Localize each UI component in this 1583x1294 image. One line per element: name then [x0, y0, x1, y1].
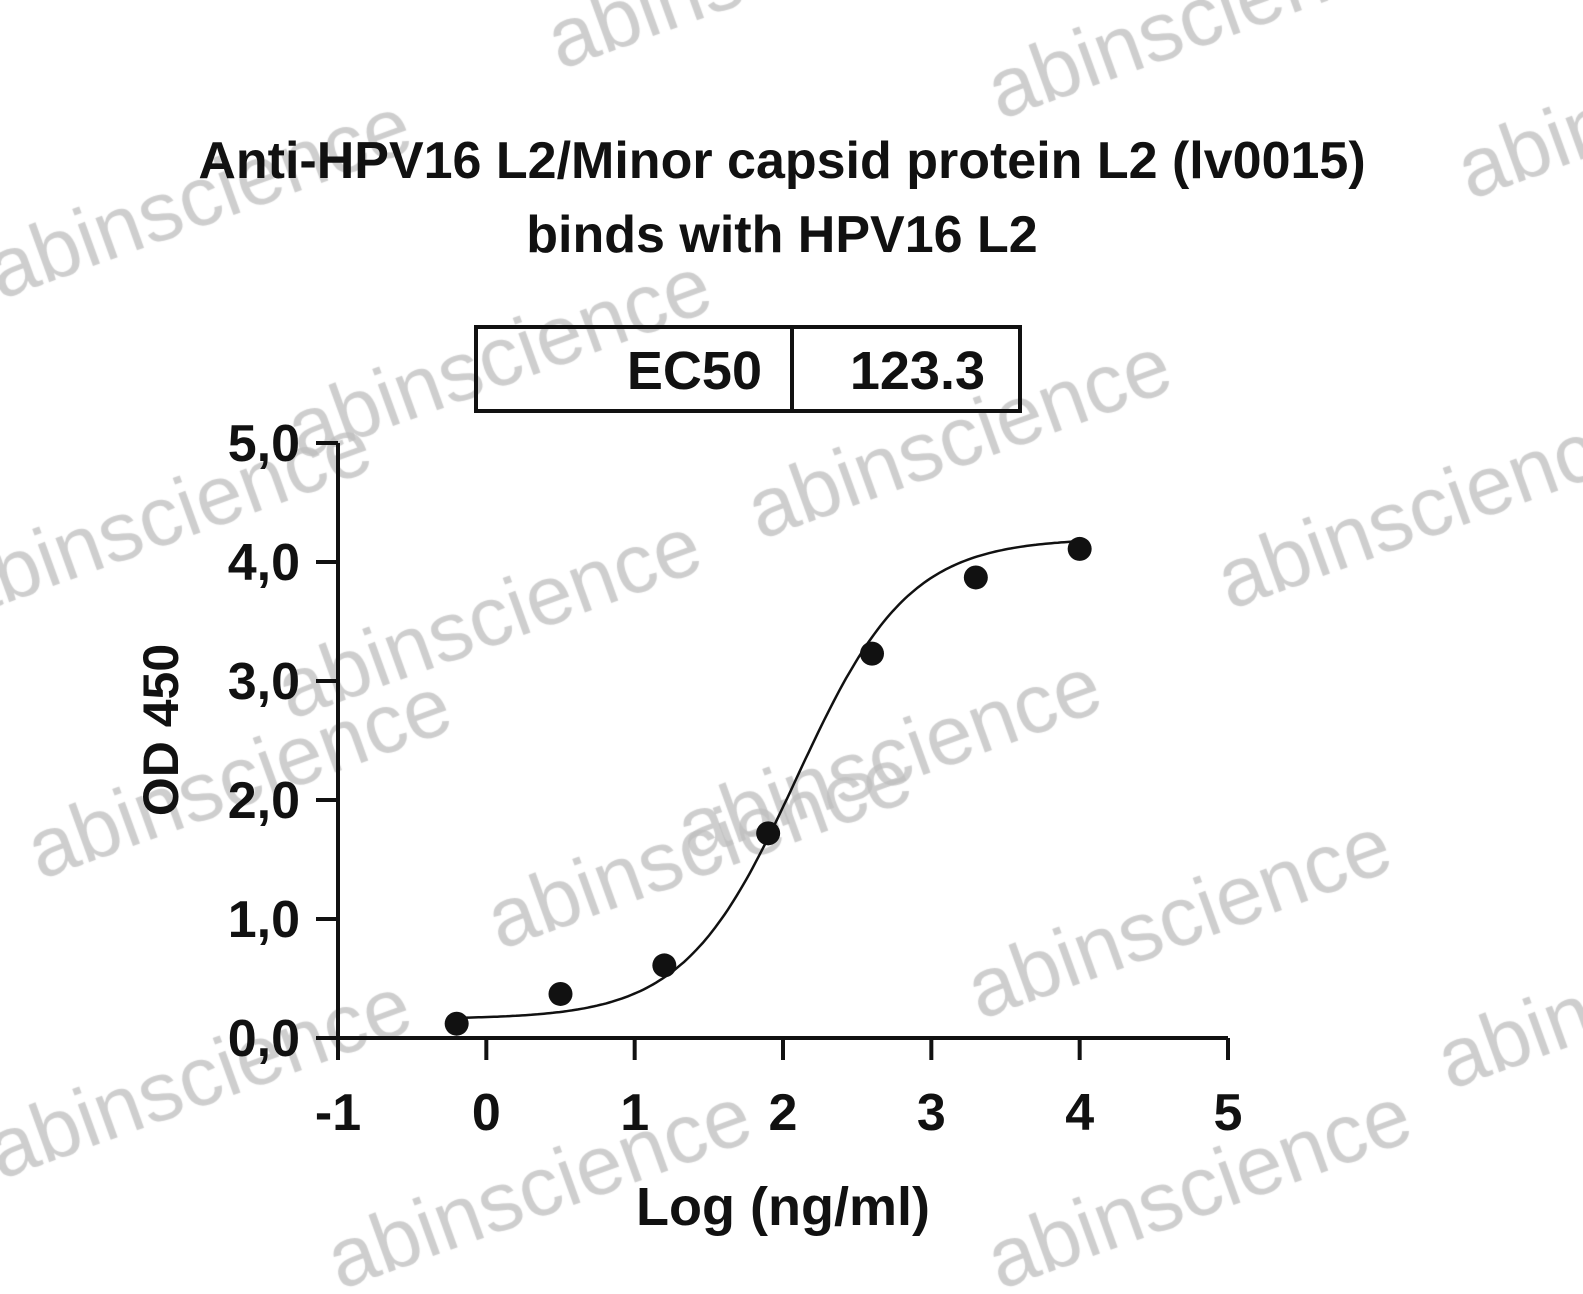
data-point — [548, 981, 573, 1006]
ec50-value: 123.3 — [850, 341, 985, 401]
y-tick-label: 1,0 — [228, 891, 300, 949]
y-tick-label: 4,0 — [228, 534, 300, 592]
data-point — [444, 1011, 469, 1036]
data-point — [652, 953, 677, 978]
fit-curve — [456, 539, 1080, 1020]
data-point — [860, 641, 884, 666]
x-tick-label: 4 — [1065, 1084, 1094, 1142]
y-tick-label: 0,0 — [228, 1010, 300, 1068]
data-point — [756, 821, 781, 846]
x-tick-label: 0 — [472, 1084, 501, 1142]
y-tick-label: 2,0 — [228, 772, 300, 830]
x-tick-label: 1 — [620, 1084, 649, 1142]
data-point — [963, 565, 988, 590]
ec50-table: EC50 123.3 — [474, 325, 1022, 413]
x-tick-label: 2 — [769, 1084, 798, 1142]
axes: -1 0 1 2 3 4 5 0,0 1,0 2,0 3,0 4,0 5,0 — [228, 415, 1243, 1142]
ec50-label: EC50 — [627, 341, 762, 401]
y-tick-label: 5,0 — [228, 415, 300, 473]
chart-title-line-1: Anti-HPV16 L2/Minor capsid protein L2 (l… — [198, 132, 1365, 190]
y-tick-label: 3,0 — [228, 653, 300, 711]
x-axis-label: Log (ng/ml) — [636, 1177, 930, 1237]
data-points — [444, 536, 1092, 1036]
data-point — [1067, 536, 1092, 561]
chart-title-line-2: binds with HPV16 L2 — [526, 206, 1037, 264]
x-tick-label: -1 — [315, 1084, 361, 1142]
x-tick-label: 3 — [917, 1084, 946, 1142]
y-axis-label: OD 450 — [133, 644, 189, 816]
x-tick-label: 5 — [1214, 1084, 1243, 1142]
